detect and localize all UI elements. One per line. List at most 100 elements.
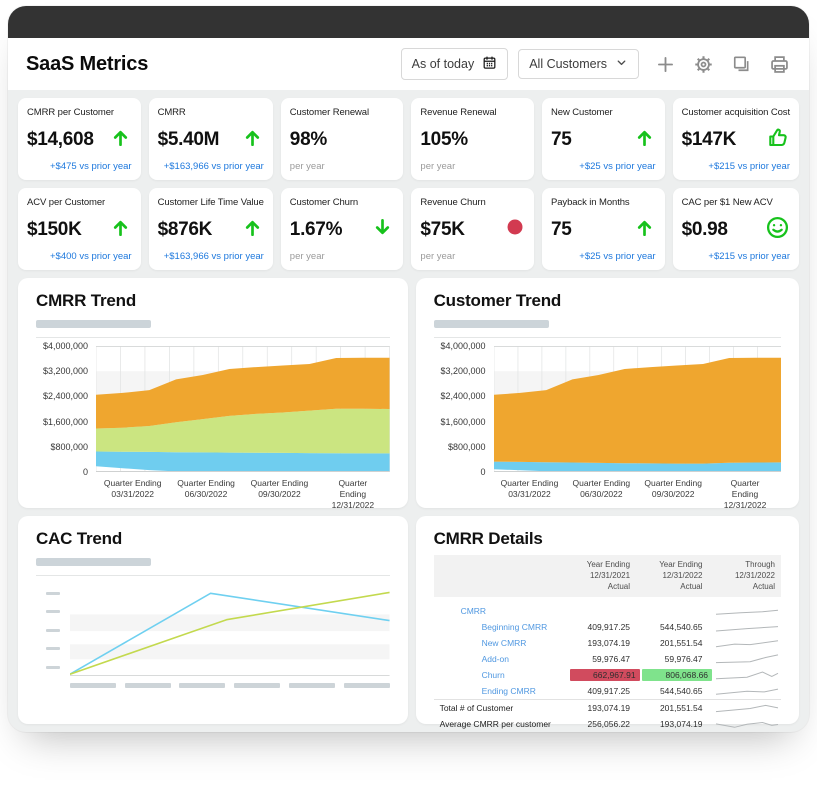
sparkline xyxy=(715,705,778,713)
details-row-average-cmrr-per-customer: Average CMRR per customer 256,056.22 193,0… xyxy=(434,716,781,732)
divider xyxy=(433,337,781,338)
bottom-row: CAC Trend CMRR Details Year Ending 12/31… xyxy=(18,516,799,729)
details-row-label[interactable]: Ending CMRR xyxy=(481,686,536,697)
details-row-label[interactable]: Beginning CMRR xyxy=(481,622,548,633)
x-axis: Quarter Ending 03/31/2022 Quarter Ending … xyxy=(96,476,390,510)
app-header: SaaS Metrics As of today All Customers xyxy=(8,38,809,90)
kpi-label: Customer Renewal xyxy=(289,107,369,118)
customer-trend-card: Customer Trend $4,000,000 $3,200,000 $2,40… xyxy=(415,278,799,510)
details-row-new-cmrr: New CMRR 193,074.19 201,551.54 xyxy=(434,635,781,651)
date-filter[interactable]: As of today xyxy=(400,48,509,80)
details-header-col1: Year Ending 12/31/2021 Actual xyxy=(563,555,637,598)
kpi-card-cac-per-1-new-acv[interactable]: CAC per $1 New ACV $0.98 +$215 vs prior ye… xyxy=(672,188,799,270)
browser-top-bar xyxy=(8,6,809,38)
details-row-label[interactable]: New CMRR xyxy=(481,638,527,649)
trend-up-icon xyxy=(637,130,651,146)
y-axis-tick: $4,000,000 xyxy=(440,341,486,351)
print-button[interactable] xyxy=(767,52,791,76)
details-sparkline-cell xyxy=(709,667,781,683)
kpi-subtext: +$215 vs prior year xyxy=(708,251,790,262)
printer-icon xyxy=(770,55,788,73)
kpi-card-payback-in-months[interactable]: Payback in Months 75 +$25 vs prior year xyxy=(542,188,665,270)
customer-trend-title: Customer Trend xyxy=(433,291,562,310)
x-axis-label: Quarter Ending 06/30/2022 xyxy=(177,478,235,500)
trend-plot-svg[interactable] xyxy=(96,346,390,472)
kpi-label: Payback in Months xyxy=(551,197,630,208)
x-axis-label: Quarter Ending 09/30/2022 xyxy=(644,478,703,500)
kpi-value: $0.98 xyxy=(681,218,728,240)
kpi-grid: CMRR per Customer $14,608 +$475 vs prior y… xyxy=(18,98,799,270)
kpi-label: Customer Life Time Value xyxy=(157,197,264,208)
kpi-subtext: +$25 vs prior year xyxy=(579,251,656,262)
kpi-card-customer-life-time-value[interactable]: Customer Life Time Value $876K +$163,966 v… xyxy=(148,188,273,270)
kpi-label: Customer acquisition Cost xyxy=(681,107,790,118)
cac-plot-svg[interactable] xyxy=(70,588,390,676)
y-tick-placeholder xyxy=(46,665,60,669)
x-axis-label: Quarter Ending 09/30/2022 xyxy=(250,478,309,500)
trend-charts-row: CMRR Trend $4,000,000 $3,200,000 $2,400,00… xyxy=(18,278,799,510)
details-row-label: Average CMRR per customer xyxy=(439,719,551,730)
trend-down-icon xyxy=(376,218,390,234)
kpi-subtext: +$163,966 vs prior year xyxy=(163,251,264,262)
thumbs-up-icon xyxy=(769,128,787,147)
sparkline xyxy=(715,610,778,616)
kpi-value: $150K xyxy=(27,218,82,240)
kpi-value: 75 xyxy=(551,218,572,240)
kpi-card-revenue-churn[interactable]: Revenue Churn $75K per year xyxy=(411,188,534,270)
copy-icon xyxy=(733,56,749,72)
kpi-card-customer-churn[interactable]: Customer Churn 1.67% per year xyxy=(280,188,404,270)
kpi-value: $14,608 xyxy=(27,128,94,150)
details-sparkline-cell xyxy=(708,683,781,701)
cmrr-trend-chart[interactable]: $4,000,000 $3,200,000 $2,400,000 $1,600,000… xyxy=(36,341,390,510)
cac-trend-chart[interactable] xyxy=(36,588,390,688)
kpi-card-revenue-renewal[interactable]: Revenue Renewal 105% per year xyxy=(411,98,534,180)
kpi-card-acv-per-customer[interactable]: ACV per Customer $150K +$400 vs prior year xyxy=(18,188,141,270)
y-axis-tick: $1,600,000 xyxy=(42,416,88,427)
details-row-label: Total # of Customer xyxy=(439,703,514,714)
kpi-value: $75K xyxy=(420,218,465,240)
calendar-icon xyxy=(482,55,497,73)
details-value-2022: 59,976.47 xyxy=(664,654,703,665)
details-row-label[interactable]: Churn xyxy=(481,670,505,681)
kpi-card-cmrr[interactable]: CMRR $5.40M +$163,966 vs prior year xyxy=(148,98,273,180)
y-axis-tick: $800,000 xyxy=(50,441,88,452)
sparkline xyxy=(715,722,778,729)
y-axis-tick: 0 xyxy=(480,467,486,477)
y-axis-tick: $3,200,000 xyxy=(42,366,88,377)
y-axis-tick: $2,400,000 xyxy=(42,391,88,402)
kpi-card-cmrr-per-customer[interactable]: CMRR per Customer $14,608 +$475 vs prior y… xyxy=(18,98,141,180)
date-filter-label: As of today xyxy=(411,57,475,71)
trend-plot-svg[interactable] xyxy=(493,346,781,472)
details-row-cmrr: CMRR xyxy=(434,597,781,619)
kpi-card-customer-acquisition-cost[interactable]: Customer acquisition Cost $147K +$215 vs p… xyxy=(672,98,799,180)
details-row-label[interactable]: Add-on xyxy=(481,654,509,665)
settings-button[interactable] xyxy=(691,52,715,76)
kpi-card-new-customer[interactable]: New Customer 75 +$25 vs prior year xyxy=(542,98,665,180)
x-label-placeholder xyxy=(70,683,116,688)
add-button[interactable] xyxy=(653,52,677,76)
kpi-value: $876K xyxy=(157,218,213,240)
sparkline xyxy=(715,640,778,648)
y-axis-tick: $2,400,000 xyxy=(440,391,486,402)
trend-up-icon xyxy=(637,220,651,236)
y-axis-tick: $4,000,000 xyxy=(42,341,88,351)
details-row-label[interactable]: CMRR xyxy=(460,606,487,617)
x-axis-label: Quarter Ending 06/30/2022 xyxy=(572,478,631,500)
x-label-placeholder xyxy=(124,683,171,688)
line-blue xyxy=(70,592,390,675)
details-sparkline-cell xyxy=(709,619,781,635)
cmrr-trend-title: CMRR Trend xyxy=(36,291,137,310)
y-axis-tick: 0 xyxy=(82,467,88,477)
kpi-label: Revenue Renewal xyxy=(420,107,497,118)
trend-up-icon xyxy=(113,220,127,236)
customer-trend-chart[interactable]: $4,000,000 $3,200,000 $2,400,000 $1,600,000… xyxy=(434,341,781,510)
kpi-subtext: +$25 vs prior year xyxy=(579,161,656,172)
customer-filter-dropdown[interactable]: All Customers xyxy=(518,49,639,79)
copy-button[interactable] xyxy=(729,52,753,76)
page-title: SaaS Metrics xyxy=(26,52,149,75)
y-tick-placeholder xyxy=(46,592,60,595)
kpi-value: 105% xyxy=(420,128,468,150)
kpi-subtext: per year xyxy=(420,161,456,172)
kpi-card-customer-renewal[interactable]: Customer Renewal 98% per year xyxy=(280,98,404,180)
kpi-value: 98% xyxy=(289,128,327,150)
